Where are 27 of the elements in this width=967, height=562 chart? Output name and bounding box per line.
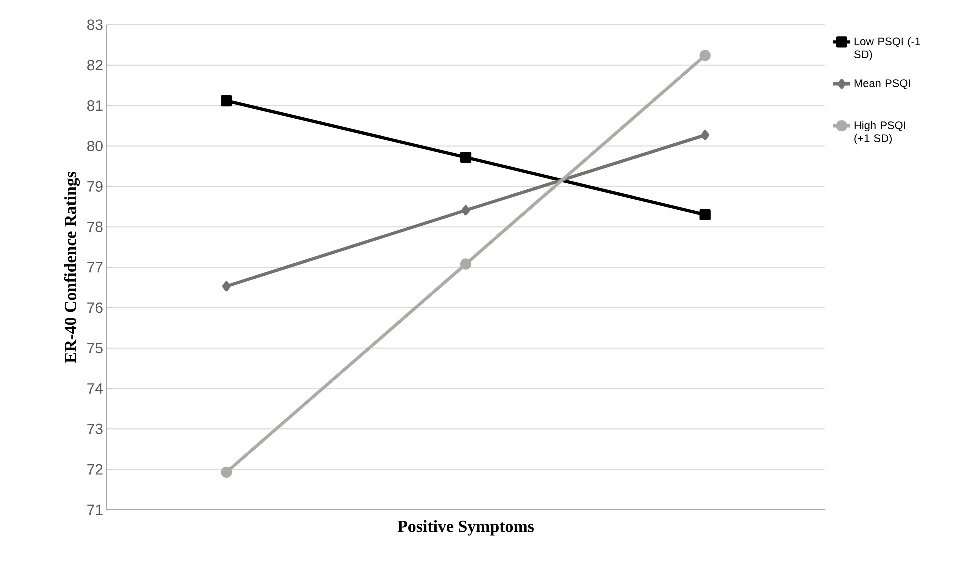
legend-label: High PSQI (+1 SD) — [854, 121, 906, 145]
x-axis-title: Positive Symptoms — [398, 520, 534, 536]
y-tick-label: 83 — [88, 20, 103, 30]
point — [222, 281, 231, 292]
point — [221, 95, 232, 107]
legend-label: Low PSQI (-1 SD) — [854, 37, 920, 61]
y-axis-title: ER-40 Confidence Ratings — [64, 172, 80, 364]
point — [221, 466, 232, 478]
point — [462, 205, 470, 216]
y-tick-label: 76 — [88, 302, 103, 314]
y-tick-label: 79 — [88, 181, 103, 192]
point — [460, 152, 472, 164]
y-tick-label: 74 — [88, 384, 104, 394]
point — [460, 258, 472, 270]
y-tick-label: 73 — [88, 424, 103, 434]
point — [700, 209, 711, 221]
y-tick-label: 80 — [88, 140, 103, 152]
point — [700, 50, 711, 62]
legend-label: Mean PSQI — [854, 80, 910, 90]
y-tick-label: 71 — [88, 504, 103, 516]
point — [701, 130, 710, 140]
y-tick-label: 78 — [88, 222, 103, 232]
y-tick-label: 72 — [88, 464, 103, 475]
y-tick-label: 77 — [88, 262, 103, 273]
y-tick-label: 81 — [88, 100, 103, 112]
y-tick-label: 75 — [88, 343, 103, 354]
y-tick-label: 82 — [88, 60, 103, 71]
